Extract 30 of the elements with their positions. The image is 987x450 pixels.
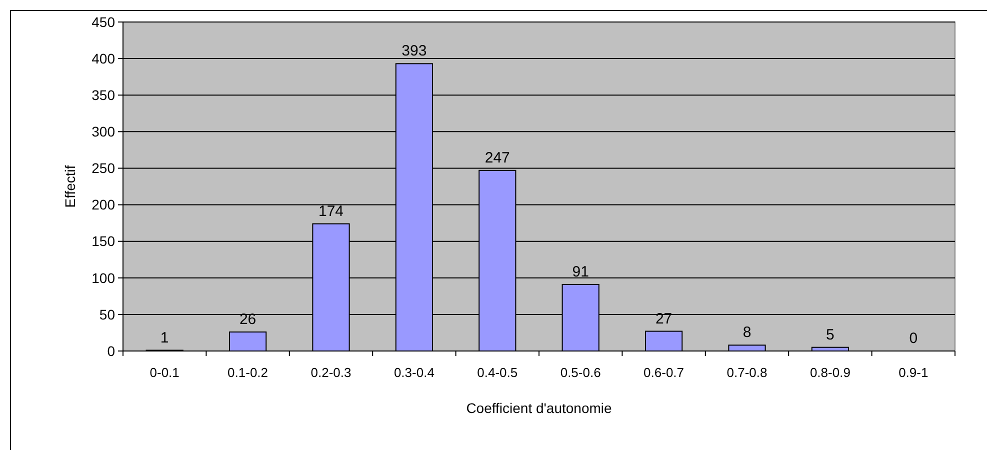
data-label: 5 xyxy=(826,326,834,344)
y-tick-label: 150 xyxy=(92,233,116,250)
x-tick-label: 0.4-0.5 xyxy=(477,365,518,380)
x-tick-label: 0.2-0.3 xyxy=(310,365,352,380)
x-tick-label: 0.3-0.4 xyxy=(394,365,434,380)
data-label: 1 xyxy=(160,329,169,346)
data-label: 91 xyxy=(572,263,589,280)
y-tick-label: 300 xyxy=(92,124,116,140)
y-tick-label: 50 xyxy=(99,306,116,322)
x-tick-label: 0.9-1 xyxy=(898,365,928,380)
data-label: 247 xyxy=(484,149,510,166)
y-tick-label: 350 xyxy=(92,87,116,104)
data-label: 0 xyxy=(909,330,918,347)
x-axis-title: Coefficient d'autonomie xyxy=(466,400,612,416)
x-tick-label: 0.8-0.9 xyxy=(810,365,850,380)
y-tick-label: 0 xyxy=(107,342,116,359)
y-tick-label: 400 xyxy=(92,50,116,66)
y-tick-label: 250 xyxy=(92,160,116,176)
y-tick-label: 450 xyxy=(92,14,116,30)
data-label: 174 xyxy=(318,202,344,220)
y-axis-title: Effectif xyxy=(62,165,78,208)
x-tick-label: 0.6-0.7 xyxy=(644,365,684,380)
y-tick-label: 100 xyxy=(92,270,116,286)
x-tick-label: 0.7-0.8 xyxy=(726,365,768,380)
x-tick-label: 0.5-0.6 xyxy=(560,365,601,380)
data-label: 393 xyxy=(402,42,427,60)
y-tick-label: 200 xyxy=(92,196,116,213)
data-label: 8 xyxy=(742,324,752,342)
x-tick-label: 0.1-0.2 xyxy=(228,365,268,380)
x-tick-label: 0-0.1 xyxy=(150,365,180,380)
